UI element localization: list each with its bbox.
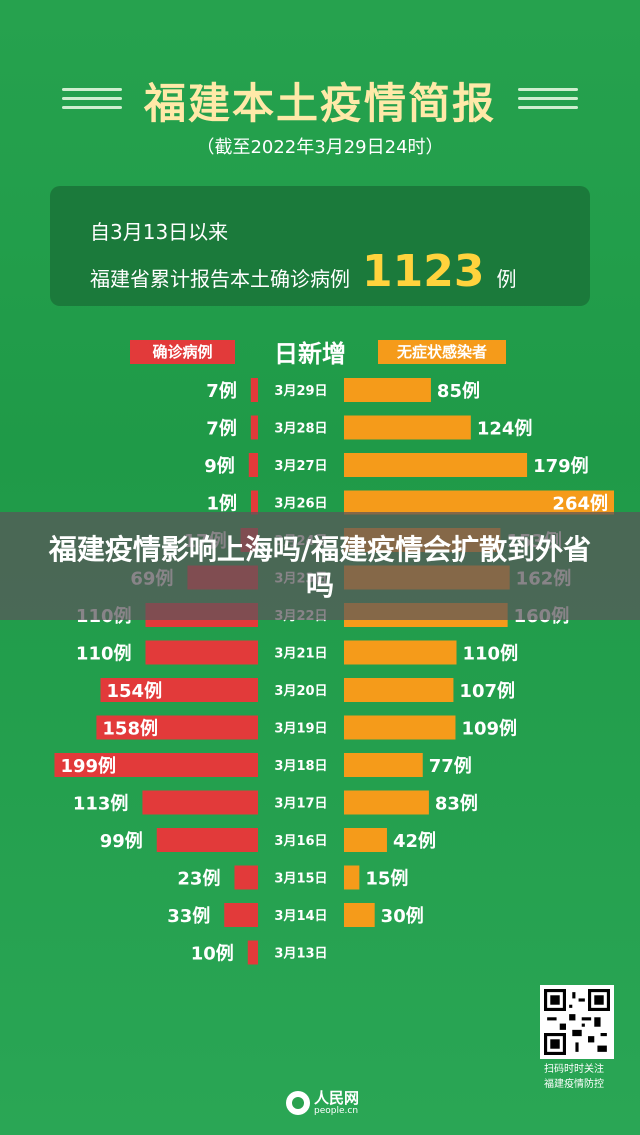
summary-total-unit: 例 bbox=[496, 267, 517, 291]
article-title-overlay: 福建疫情影响上海吗/福建疫情会扩散到外省吗 bbox=[0, 512, 640, 620]
confirmed-label: 33例 bbox=[167, 905, 210, 927]
confirmed-bar bbox=[100, 678, 258, 702]
confirmed-label: 10例 bbox=[191, 943, 234, 965]
confirmed-label: 110例 bbox=[76, 643, 132, 665]
qr-caption: 扫码时时关注 福建疫情防控 bbox=[522, 1062, 626, 1092]
asymptomatic-label: 83例 bbox=[435, 793, 478, 815]
confirmed-bar bbox=[156, 828, 258, 852]
asymptomatic-bar bbox=[344, 415, 471, 440]
title-decoration-left bbox=[62, 88, 122, 115]
asymptomatic-label: 107例 bbox=[459, 680, 515, 702]
summary-box: 自3月13日以来 福建省累计报告本土确诊病例 1123 例 bbox=[50, 186, 590, 306]
legend-asymptomatic: 无症状感染者 bbox=[378, 340, 506, 364]
asymptomatic-label: 264例 bbox=[552, 493, 608, 515]
legend-center-title: 日新增 bbox=[274, 340, 346, 368]
asymptomatic-label: 42例 bbox=[393, 830, 436, 852]
confirmed-label: 99例 bbox=[100, 830, 143, 852]
confirmed-label: 158例 bbox=[102, 718, 158, 740]
summary-total-value: 1123 bbox=[362, 246, 485, 297]
confirmed-bar bbox=[248, 453, 258, 477]
article-title: 福建疫情影响上海吗/福建疫情会扩散到外省吗 bbox=[48, 533, 592, 602]
asymptomatic-label: 109例 bbox=[461, 718, 517, 740]
qr-caption-line-2: 福建疫情防控 bbox=[544, 1079, 604, 1090]
asymptomatic-bar bbox=[344, 678, 454, 702]
date-label: 3月13日 bbox=[274, 947, 327, 962]
confirmed-label: 7例 bbox=[206, 380, 237, 402]
asymptomatic-bar bbox=[344, 490, 614, 515]
asymptomatic-bar bbox=[344, 378, 431, 402]
date-label: 3月29日 bbox=[274, 384, 327, 399]
title-decoration-right bbox=[518, 88, 578, 115]
date-label: 3月26日 bbox=[274, 497, 327, 512]
date-label: 3月15日 bbox=[274, 872, 327, 887]
asymptomatic-label: 124例 bbox=[477, 418, 533, 440]
asymptomatic-bar bbox=[344, 828, 387, 852]
asymptomatic-label: 110例 bbox=[463, 643, 519, 665]
confirmed-bar bbox=[142, 790, 258, 815]
publisher-logo-text: 人民网 bbox=[314, 1088, 360, 1107]
confirmed-label: 154例 bbox=[107, 680, 163, 702]
page-title: 福建本土疫情简报 bbox=[143, 79, 496, 128]
asymptomatic-label: 77例 bbox=[429, 755, 472, 777]
date-label: 3月21日 bbox=[274, 647, 327, 662]
legend-confirmed: 确诊病例 bbox=[130, 340, 235, 364]
date-label: 3月20日 bbox=[274, 684, 327, 699]
asymptomatic-bar bbox=[344, 790, 429, 815]
summary-since: 自3月13日以来 bbox=[90, 220, 229, 244]
publisher-logo-sub: people.cn bbox=[314, 1105, 359, 1116]
asymptomatic-bar bbox=[344, 903, 375, 927]
confirmed-label: 113例 bbox=[73, 793, 129, 815]
asymptomatic-bar bbox=[344, 640, 457, 665]
publisher-logo-icon bbox=[286, 1091, 310, 1115]
header: 福建本土疫情简报 bbox=[0, 60, 640, 130]
confirmed-bar bbox=[251, 490, 258, 515]
asymptomatic-bar bbox=[344, 453, 528, 477]
publisher-logo: 人民网 people.cn bbox=[286, 1088, 359, 1118]
confirmed-label: 1例 bbox=[206, 493, 237, 515]
asymptomatic-label: 30例 bbox=[381, 905, 424, 927]
summary-total-line: 福建省累计报告本土确诊病例 1123 例 bbox=[90, 246, 516, 297]
confirmed-bar bbox=[224, 903, 258, 927]
confirmed-label: 23例 bbox=[177, 868, 220, 890]
confirmed-bar bbox=[250, 378, 258, 402]
confirmed-label: 7例 bbox=[206, 418, 237, 440]
chart-legend: 确诊病例 日新增 无症状感染者 bbox=[0, 338, 640, 368]
date-label: 3月28日 bbox=[274, 422, 327, 437]
asymptomatic-label: 85例 bbox=[437, 380, 480, 402]
date-label: 3月14日 bbox=[274, 909, 327, 924]
asymptomatic-label: 179例 bbox=[533, 455, 589, 477]
confirmed-bar bbox=[145, 640, 258, 665]
confirmed-bar bbox=[96, 715, 258, 740]
asymptomatic-bar bbox=[344, 753, 423, 777]
qr-code bbox=[540, 985, 614, 1059]
date-label: 3月27日 bbox=[274, 459, 327, 474]
date-label: 3月17日 bbox=[274, 797, 327, 812]
date-label: 3月19日 bbox=[274, 722, 327, 737]
date-label: 3月16日 bbox=[274, 834, 327, 849]
confirmed-bar bbox=[250, 415, 258, 440]
date-label: 3月18日 bbox=[274, 759, 327, 774]
asymptomatic-label: 15例 bbox=[365, 868, 408, 890]
confirmed-label: 199例 bbox=[60, 755, 116, 777]
confirmed-label: 9例 bbox=[204, 455, 235, 477]
qr-caption-line-1: 扫码时时关注 bbox=[544, 1064, 604, 1075]
butterfly-bar-chart: 7例 3月29日 85例 7例 3月28日 124例 9例 3月27日 179例 1例 3月26日 2… bbox=[54, 378, 614, 965]
asymptomatic-bar bbox=[344, 865, 360, 890]
summary-total-prefix: 福建省累计报告本土确诊病例 bbox=[90, 267, 350, 291]
confirmed-bar bbox=[247, 940, 258, 965]
confirmed-bar bbox=[54, 753, 259, 777]
confirmed-bar bbox=[234, 865, 258, 890]
page-subtitle: （截至2022年3月29日24时） bbox=[196, 137, 444, 158]
asymptomatic-bar bbox=[344, 715, 456, 740]
